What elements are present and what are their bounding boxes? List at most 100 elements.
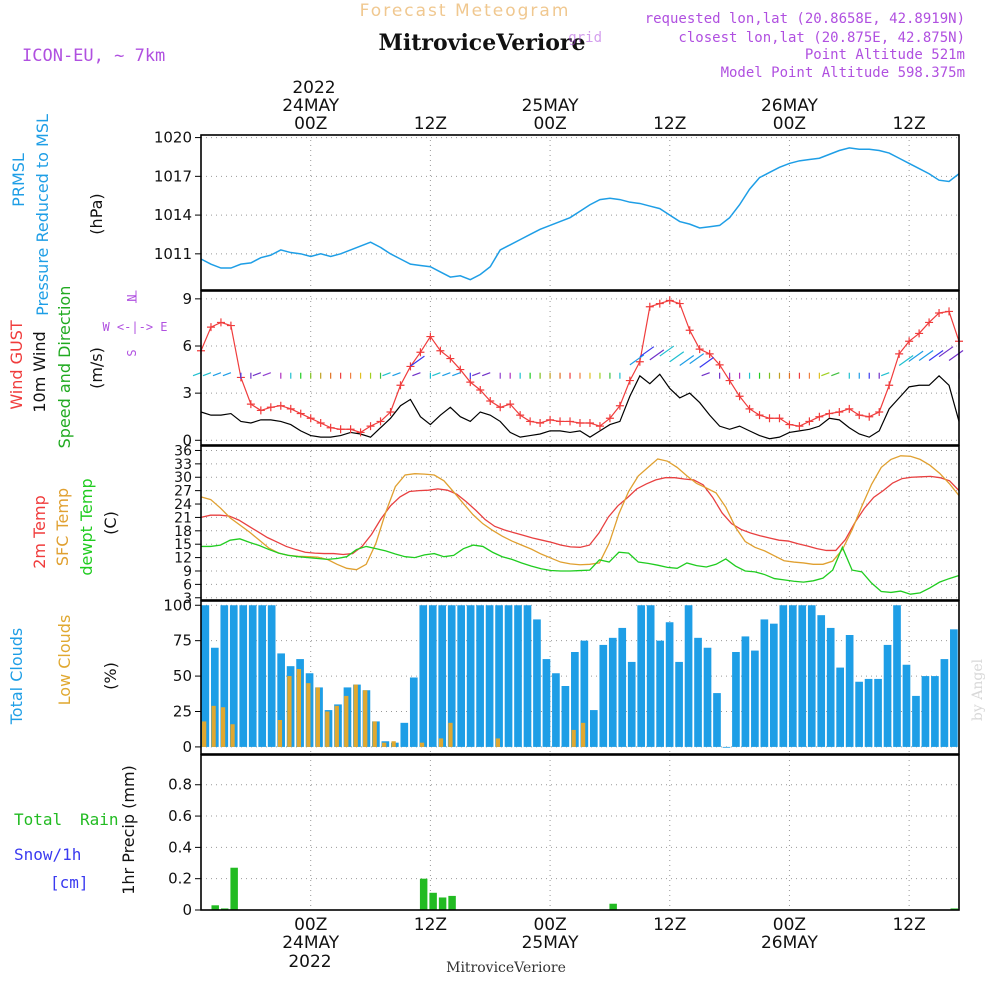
gust-marker <box>516 411 525 420</box>
low-cloud-bar <box>363 690 368 747</box>
location-title: MitroviceVeriore <box>379 30 586 56</box>
top-date-label: 24MAY <box>282 96 340 116</box>
compass-we: W <-|-> E <box>102 320 167 334</box>
bottom-year-label: 2022 <box>288 952 331 972</box>
r-label-cm: [cm] <box>50 873 89 892</box>
wind-arrow <box>392 372 401 377</box>
y-tick-label: 75 <box>173 632 192 650</box>
gust-marker <box>356 428 365 437</box>
total-cloud-bar <box>466 605 475 747</box>
r-label-rain: Rain <box>80 810 119 829</box>
wind-side-labels: Wind GUST 10m Wind Speed and Direction (… <box>7 286 168 449</box>
y-tick-label: 18 <box>174 524 192 540</box>
gust-marker <box>715 360 724 369</box>
total-cloud-bar <box>580 640 589 747</box>
gust-marker <box>366 422 375 431</box>
total-cloud-bar <box>419 605 428 747</box>
y-tick-label: 9 <box>183 564 192 580</box>
gust-line <box>200 299 960 434</box>
pressure-frame <box>200 134 960 291</box>
wind-arrow <box>212 372 222 377</box>
dewpt-line <box>201 538 960 595</box>
wind-arrow <box>202 372 212 377</box>
gust-marker <box>386 408 395 416</box>
total-cloud-bar <box>883 644 892 747</box>
y-tick-label: 0.4 <box>168 838 192 856</box>
total-cloud-bar <box>485 605 494 747</box>
total-cloud-bar <box>552 673 560 747</box>
gust-marker <box>855 411 864 420</box>
r-label-total: Total <box>14 810 62 829</box>
rain-bar <box>609 903 617 910</box>
total-cloud-bar <box>864 678 873 747</box>
gust-marker <box>276 401 285 410</box>
total-cloud-bar <box>760 619 769 747</box>
low-cloud-bar <box>230 724 235 747</box>
rain-bar <box>438 897 447 910</box>
total-cloud-bar <box>571 652 579 747</box>
wind-arrow <box>252 372 262 377</box>
y-tick-label: 27 <box>174 484 192 500</box>
top-hour-label: 12Z <box>414 114 447 134</box>
gust-marker <box>825 409 834 418</box>
gust-marker <box>925 318 934 327</box>
wind-arrow <box>689 353 705 365</box>
gust-marker <box>775 414 784 423</box>
total-cloud-bar <box>267 605 276 747</box>
gust-marker <box>595 422 604 431</box>
top-hour-label: 12Z <box>892 114 925 134</box>
total-cloud-bar <box>277 653 285 747</box>
bottom-hour-label: 12Z <box>414 915 447 935</box>
low-cloud-bar <box>277 720 283 747</box>
total-cloud-bar <box>713 693 721 747</box>
gust-marker <box>486 397 495 405</box>
gust-marker <box>755 411 764 420</box>
pressure-panel: 1011 1014 1017 1020 <box>154 129 960 291</box>
w-label-gust: Wind GUST <box>7 320 26 410</box>
bottom-hour-label: 12Z <box>653 915 686 935</box>
total-cloud-bar <box>912 695 920 747</box>
y-tick-label: 3 <box>182 384 192 402</box>
wind10m-line <box>200 373 960 440</box>
gust-marker <box>566 417 575 426</box>
gust-marker <box>376 417 385 426</box>
low-cloud-bar <box>211 705 216 747</box>
y-tick-label: 1017 <box>154 167 192 185</box>
total-cloud-bar <box>409 677 418 747</box>
y-tick-label: 12 <box>174 551 192 567</box>
bottom-date-label: 25MAY <box>522 933 580 953</box>
gust-marker <box>506 400 515 409</box>
gust-marker <box>396 381 405 390</box>
wind-arrow <box>918 349 934 361</box>
low-cloud-bar <box>287 676 292 747</box>
total-cloud-bar <box>428 605 437 747</box>
rain-bar <box>419 878 428 910</box>
y-tick-label: 0 <box>182 431 192 449</box>
y-tick-label: 1020 <box>154 129 192 147</box>
model-altitude: Model Point Altitude 598.375m <box>721 65 965 81</box>
low-cloud-bar <box>325 711 330 747</box>
top-date-label: 25MAY <box>522 96 580 116</box>
wind-arrow <box>442 372 451 377</box>
precip-side-labels: Total Rain Snow/1h [cm] 1hr Precip (mm) <box>14 765 138 895</box>
gust-marker <box>835 408 844 416</box>
top-hour-label: 00Z <box>533 114 566 134</box>
precip-panel: 0 0.2 0.4 0.6 0.8 <box>168 754 960 919</box>
total-cloud-bar <box>732 652 740 747</box>
credit: by Angel <box>970 658 986 721</box>
total-cloud-bar <box>770 623 778 747</box>
total-cloud-bar <box>675 661 683 747</box>
model-label: ICON-EU, ~ 7km <box>22 46 165 66</box>
prmsl-line <box>200 147 960 281</box>
cloud-side-labels: Total Clouds Low Clouds (%) <box>7 615 120 726</box>
gust-marker <box>436 346 445 355</box>
total-cloud-bar <box>751 650 759 747</box>
y-tick-label: 36 <box>174 443 192 459</box>
total-cloud-bar <box>807 605 816 747</box>
wind-arrow <box>821 372 830 377</box>
total-cloud-bar <box>950 629 958 747</box>
y-tick-label: 1011 <box>154 245 192 263</box>
t-unit: (C) <box>101 511 120 535</box>
total-cloud-bar <box>826 627 835 747</box>
